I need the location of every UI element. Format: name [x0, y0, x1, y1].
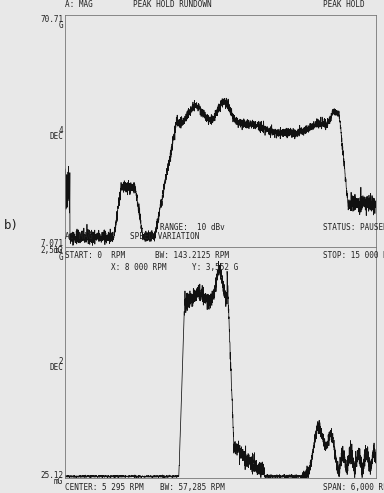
- Text: STOP: 15 000 RPM: STOP: 15 000 RPM: [323, 251, 384, 260]
- Text: b): b): [4, 219, 19, 232]
- Text: PEAK HOLD RUNDOWN: PEAK HOLD RUNDOWN: [134, 0, 212, 9]
- Text: STATUS: PAUSED: STATUS: PAUSED: [323, 223, 384, 232]
- Text: G: G: [59, 21, 63, 30]
- Text: BW: 143.2125 RPM: BW: 143.2125 RPM: [155, 251, 229, 260]
- Text: X: 8 000 RPM: X: 8 000 RPM: [111, 263, 167, 272]
- Text: mG: mG: [54, 246, 63, 254]
- Text: BW: 57,285 RPM: BW: 57,285 RPM: [160, 483, 224, 492]
- Text: 25.12: 25.12: [40, 471, 63, 480]
- Text: START: 0  RPM: START: 0 RPM: [65, 251, 126, 260]
- Text: SPAN: 6,000 RPM: SPAN: 6,000 RPM: [323, 483, 384, 492]
- Text: mG: mG: [54, 477, 63, 486]
- Text: 7.071: 7.071: [40, 239, 63, 248]
- Text: A: MAG: A: MAG: [65, 232, 93, 241]
- Text: 2,512: 2,512: [40, 246, 63, 255]
- Text: A: MAG: A: MAG: [65, 0, 93, 9]
- Text: DEC: DEC: [50, 132, 63, 141]
- Text: CENTER: 5 295 RPM: CENTER: 5 295 RPM: [65, 483, 144, 492]
- Text: PEAK HOLD: PEAK HOLD: [323, 0, 364, 9]
- Text: DEC: DEC: [50, 363, 63, 372]
- Text: 2: 2: [59, 357, 63, 366]
- Text: G: G: [59, 253, 63, 262]
- Text: 4: 4: [59, 126, 63, 135]
- Text: RANGE:  10 dBv: RANGE: 10 dBv: [160, 223, 224, 232]
- Text: Y: 3,552 G: Y: 3,552 G: [192, 263, 238, 272]
- Text: SPEED VARIATION: SPEED VARIATION: [131, 232, 200, 241]
- Text: 70.71: 70.71: [40, 15, 63, 24]
